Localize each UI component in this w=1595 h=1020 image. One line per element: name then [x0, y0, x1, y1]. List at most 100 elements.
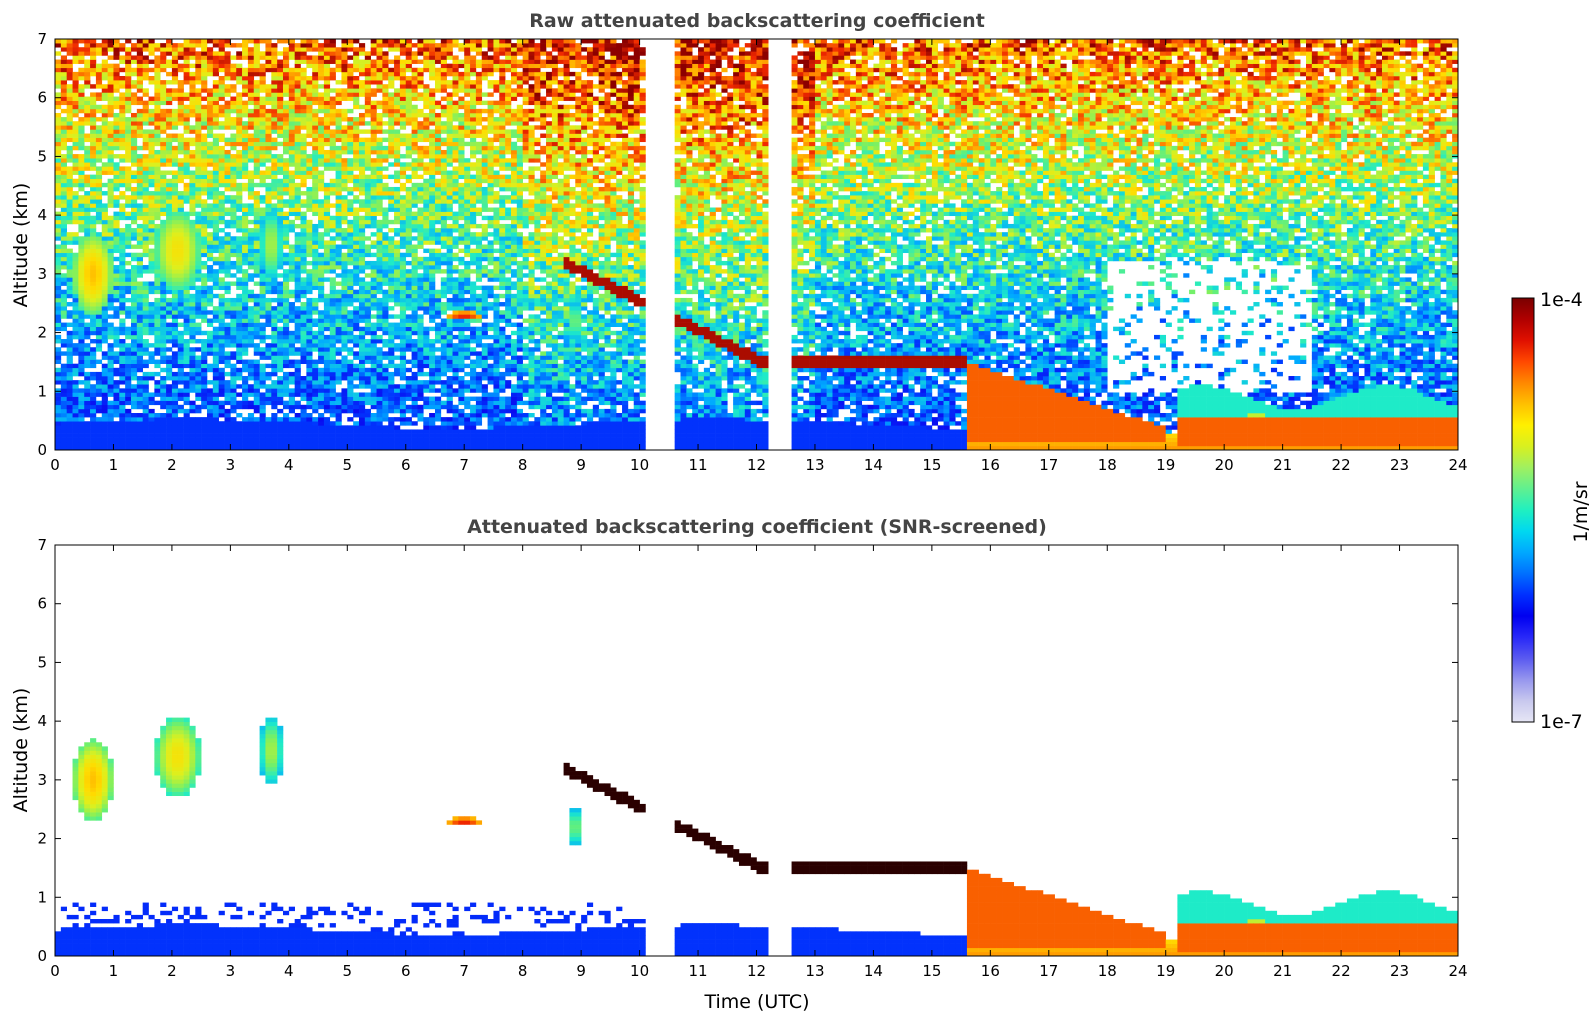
heatmap-cell: [195, 186, 202, 192]
heatmap-cell: [84, 199, 91, 204]
heatmap-cell: [90, 408, 97, 414]
heatmap-cell: [224, 384, 231, 389]
heatmap-cell: [312, 343, 319, 348]
heatmap-cell: [370, 43, 377, 48]
heatmap-cell: [288, 71, 295, 77]
heatmap-cell: [370, 100, 377, 106]
heatmap-cell: [201, 186, 208, 192]
heatmap-cell: [160, 174, 167, 180]
heatmap-cell: [277, 186, 284, 192]
heatmap-cell: [271, 178, 278, 184]
heatmap-cell: [259, 367, 266, 373]
heatmap-cell: [271, 297, 278, 303]
heatmap-cell: [160, 96, 167, 101]
heatmap-cell: [259, 429, 266, 434]
heatmap-cell: [376, 67, 383, 73]
heatmap-cell: [388, 429, 395, 434]
heatmap-cell: [55, 326, 62, 332]
heatmap-cell: [318, 330, 325, 336]
heatmap-cell: [195, 371, 202, 377]
heatmap-cell: [84, 182, 91, 188]
heatmap-cell: [294, 174, 301, 180]
heatmap-cell: [84, 71, 91, 77]
heatmap-cell: [218, 145, 225, 151]
heatmap-cell: [95, 141, 103, 147]
heatmap-cell: [376, 182, 383, 188]
heatmap-cell: [265, 182, 272, 188]
heatmap-cell: [206, 347, 214, 352]
heatmap-cell: [347, 404, 354, 410]
heatmap-cell: [218, 260, 225, 266]
heatmap-cell: [166, 334, 173, 340]
heatmap-cell: [183, 92, 190, 97]
heatmap-cell: [107, 244, 114, 249]
heatmap-cell: [183, 413, 190, 418]
heatmap-cell: [318, 371, 325, 377]
heatmap-cell: [171, 88, 179, 93]
heatmap-cell: [131, 236, 138, 241]
heatmap-cell: [329, 339, 336, 344]
heatmap-cell: [318, 174, 325, 180]
heatmap-cell: [306, 154, 313, 159]
heatmap-cell: [66, 219, 73, 225]
heatmap-cell: [148, 400, 155, 406]
heatmap-cell: [171, 273, 179, 278]
heatmap-cell: [136, 285, 143, 291]
heatmap-cell: [271, 100, 278, 106]
heatmap-cell: [189, 318, 196, 323]
heatmap-cell: [358, 137, 366, 143]
heatmap-cell: [388, 334, 395, 340]
heatmap-cell: [101, 396, 108, 401]
heatmap-cell: [107, 39, 114, 44]
heatmap-cell: [253, 195, 260, 200]
heatmap-cell: [72, 137, 79, 143]
heatmap-cell: [318, 203, 325, 208]
heatmap-cell: [347, 80, 354, 85]
heatmap-cell: [142, 404, 149, 410]
heatmap-cell: [242, 92, 249, 97]
heatmap-cell: [84, 351, 91, 356]
heatmap-cell: [242, 318, 249, 323]
heatmap-cell: [259, 112, 266, 118]
heatmap-cell: [329, 433, 336, 438]
heatmap-cell: [183, 55, 190, 60]
heatmap-cell: [218, 63, 225, 69]
heatmap-cell: [84, 326, 91, 332]
heatmap-cell: [72, 145, 79, 151]
heatmap-cell: [90, 351, 97, 356]
heatmap-cell: [294, 326, 301, 332]
heatmap-cell: [206, 351, 214, 356]
heatmap-cell: [358, 84, 366, 89]
heatmap-cell: [78, 207, 85, 212]
heatmap-cell: [166, 158, 173, 163]
heatmap-cell: [341, 195, 348, 200]
heatmap-cell: [312, 248, 319, 254]
heatmap-cell: [148, 223, 155, 229]
heatmap-cell: [236, 207, 243, 212]
heatmap-cell: [66, 145, 73, 151]
heatmap-cell: [66, 376, 73, 381]
heatmap-cell: [329, 400, 336, 406]
heatmap-cell: [107, 112, 114, 118]
heatmap-cell: [247, 433, 255, 438]
heatmap-cell: [306, 347, 313, 352]
heatmap-cell: [294, 297, 301, 303]
heatmap-cell: [247, 334, 255, 340]
heatmap-cell: [353, 260, 360, 266]
heatmap-cell: [271, 191, 278, 196]
heatmap-cell: [195, 228, 202, 233]
heatmap-cell: [78, 117, 85, 122]
heatmap-cell: [300, 158, 307, 163]
heatmap-cell: [131, 318, 138, 323]
heatmap-cell: [113, 293, 120, 299]
heatmap-cell: [136, 223, 143, 229]
heatmap-cell: [329, 289, 336, 295]
heatmap-cell: [101, 149, 108, 155]
heatmap-cell: [347, 367, 354, 373]
heatmap-cell: [60, 289, 67, 295]
heatmap-cell: [131, 384, 138, 389]
heatmap-cell: [353, 400, 360, 406]
heatmap-cell: [370, 137, 377, 143]
heatmap-cell: [113, 421, 120, 426]
heatmap-cell: [95, 215, 103, 221]
